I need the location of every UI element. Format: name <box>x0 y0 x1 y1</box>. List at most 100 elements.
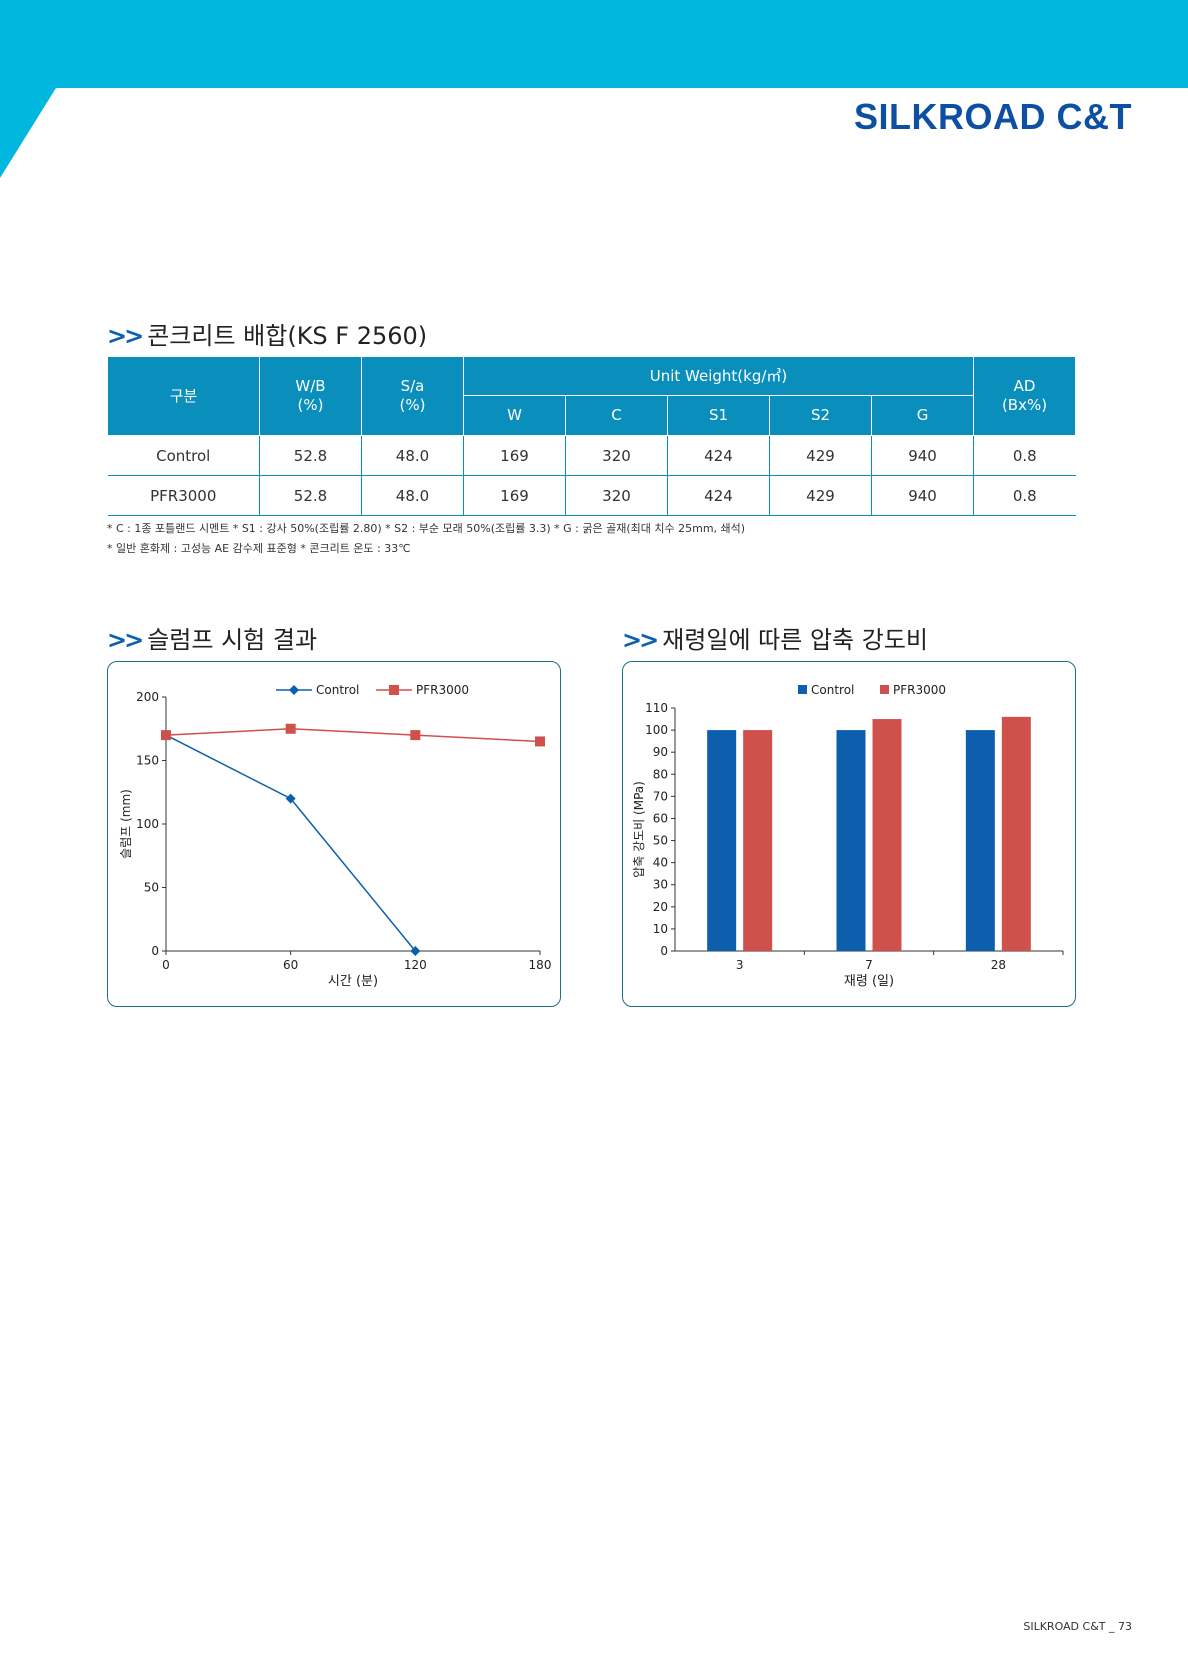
header-s2: S2 <box>769 395 872 436</box>
legend-marker-pfr3000 <box>389 685 399 695</box>
x-axis-label: 시간 (분) <box>328 974 378 989</box>
data-point-control <box>285 793 296 804</box>
header-wb: W/B (%) <box>259 356 362 436</box>
table-cell: 52.8 <box>259 435 362 476</box>
y-tick-label: 50 <box>144 881 159 895</box>
bar-pfr3000 <box>743 730 773 951</box>
data-point-pfr3000 <box>285 723 296 734</box>
data-point-pfr3000 <box>535 736 545 747</box>
y-tick-label: 40 <box>653 856 668 870</box>
mix-table: 구분 W/B (%) S/a (%) Unit Weight(kg/㎥) AD … <box>107 356 1077 516</box>
table-cell: 52.8 <box>259 475 362 516</box>
header-g: G <box>870 395 975 436</box>
y-tick-label: 30 <box>653 878 668 892</box>
table-cell: 48.0 <box>361 435 464 476</box>
y-tick-label: 70 <box>653 789 668 803</box>
y-tick-label: 80 <box>653 767 668 781</box>
legend-label-pfr3000: PFR3000 <box>416 683 469 697</box>
table-row: PFR3000 52.8 48.0 169 320 424 429 940 0.… <box>107 475 1076 516</box>
header-unit-weight: Unit Weight(kg/㎥) <box>462 356 975 396</box>
data-point-control <box>410 946 421 956</box>
legend-label-control: Control <box>811 683 854 697</box>
slump-chart-frame: 0 50 100 150 200 0 60 120 180 시간 (분) 슬럼프 (mm) Contr… <box>107 661 561 1007</box>
slump-chart: 0 50 100 150 200 0 60 120 180 시간 (분) 슬럼프 (mm) Contr… <box>119 683 552 989</box>
table-cell: Control <box>107 435 260 476</box>
table-cell: 940 <box>870 475 974 516</box>
header-ad: AD (Bx%) <box>973 356 1077 436</box>
strength-chart-frame: 0 10 20 30 40 50 60 70 80 90 100 110 3 7 28 재령 (일) 압축 강도… <box>622 661 1076 1007</box>
y-tick-label: 0 <box>660 944 668 958</box>
y-tick-label: 60 <box>653 811 668 825</box>
table-cell: 429 <box>769 475 872 516</box>
legend-label-pfr3000: PFR3000 <box>893 683 946 697</box>
x-tick-label: 0 <box>162 958 170 972</box>
table-cell: 0.8 <box>973 435 1076 476</box>
table-row: Control 52.8 48.0 169 320 424 429 940 0.… <box>107 435 1076 476</box>
chevron-right-icon: >> <box>622 626 659 654</box>
table-cell: 940 <box>870 435 974 476</box>
x-tick-label: 7 <box>865 958 873 972</box>
legend-swatch-pfr3000 <box>880 685 889 694</box>
table-cell: 0.8 <box>973 475 1076 516</box>
table-cell: 48.0 <box>361 475 464 516</box>
y-tick-label: 50 <box>653 834 668 848</box>
header-c: C <box>565 395 668 436</box>
bar-control <box>965 730 995 951</box>
bar-pfr3000 <box>872 719 902 951</box>
bar-control <box>707 730 737 951</box>
table-cell: 429 <box>769 435 872 476</box>
mix-note-2: * 일반 혼화제 : 고성능 AE 감수제 표준형 * 콘크리트 온도 : 33… <box>107 542 411 555</box>
table-cell: 320 <box>565 475 668 516</box>
y-tick-label: 0 <box>151 944 159 958</box>
x-tick-label: 28 <box>991 958 1006 972</box>
strength-section-title: >> 재령일에 따른 압축 강도비 <box>622 620 928 655</box>
bar-control <box>836 730 866 951</box>
header-category: 구분 <box>107 356 260 436</box>
y-tick-label: 200 <box>136 690 159 704</box>
chevron-right-icon: >> <box>107 322 144 350</box>
data-point-pfr3000 <box>410 730 421 741</box>
y-axis-label: 압축 강도비 (MPa) <box>632 781 646 878</box>
y-tick-label: 10 <box>653 922 668 936</box>
mix-section-title-text: 콘크리트 배합(KS F 2560) <box>147 322 428 350</box>
y-tick-label: 150 <box>136 754 159 768</box>
page-footer: SILKROAD C&T _ 73 <box>1023 1620 1132 1633</box>
brand-logo: SILKROAD C&T <box>854 96 1132 137</box>
y-tick-label: 100 <box>645 723 668 737</box>
strength-section-title-text: 재령일에 따른 압축 강도비 <box>662 626 928 654</box>
header-w: W <box>463 395 566 436</box>
series-line-control <box>165 734 416 952</box>
x-axis-label: 재령 (일) <box>844 974 894 989</box>
table-cell: 169 <box>463 475 566 516</box>
mix-note-1: * C : 1종 포틀랜드 시멘트 * S1 : 강사 50%(조립률 2.80… <box>107 522 746 535</box>
y-tick-label: 90 <box>653 745 668 759</box>
x-tick-label: 60 <box>283 958 298 972</box>
header-band <box>0 0 1188 178</box>
legend-marker-control <box>289 685 299 695</box>
y-tick-label: 100 <box>136 817 159 831</box>
table-cell: 320 <box>565 435 668 476</box>
series-line-pfr3000 <box>165 727 541 743</box>
header-s1: S1 <box>667 395 770 436</box>
y-tick-label: 110 <box>645 701 668 715</box>
table-cell: PFR3000 <box>107 475 260 516</box>
mix-notes: * C : 1종 포틀랜드 시멘트 * S1 : 강사 50%(조립률 2.80… <box>107 519 745 559</box>
table-cell: 424 <box>667 475 770 516</box>
data-point-pfr3000 <box>161 730 171 741</box>
mix-section-title: >> 콘크리트 배합(KS F 2560) <box>107 316 427 351</box>
y-axis-label: 슬럼프 (mm) <box>119 789 133 859</box>
legend-swatch-control <box>798 685 807 694</box>
x-tick-label: 180 <box>529 958 552 972</box>
x-tick-label: 120 <box>404 958 427 972</box>
header-sa: S/a (%) <box>361 356 464 436</box>
bar-pfr3000 <box>1001 716 1031 951</box>
table-cell: 169 <box>463 435 566 476</box>
header-band-shape <box>0 0 1188 178</box>
table-cell: 424 <box>667 435 770 476</box>
x-tick-label: 3 <box>736 958 744 972</box>
y-tick-label: 20 <box>653 900 668 914</box>
strength-chart: 0 10 20 30 40 50 60 70 80 90 100 110 3 7 28 재령 (일) 압축 강도… <box>632 683 1064 989</box>
chevron-right-icon: >> <box>107 626 144 654</box>
legend-label-control: Control <box>316 683 359 697</box>
slump-section-title-text: 슬럼프 시험 결과 <box>147 626 318 654</box>
